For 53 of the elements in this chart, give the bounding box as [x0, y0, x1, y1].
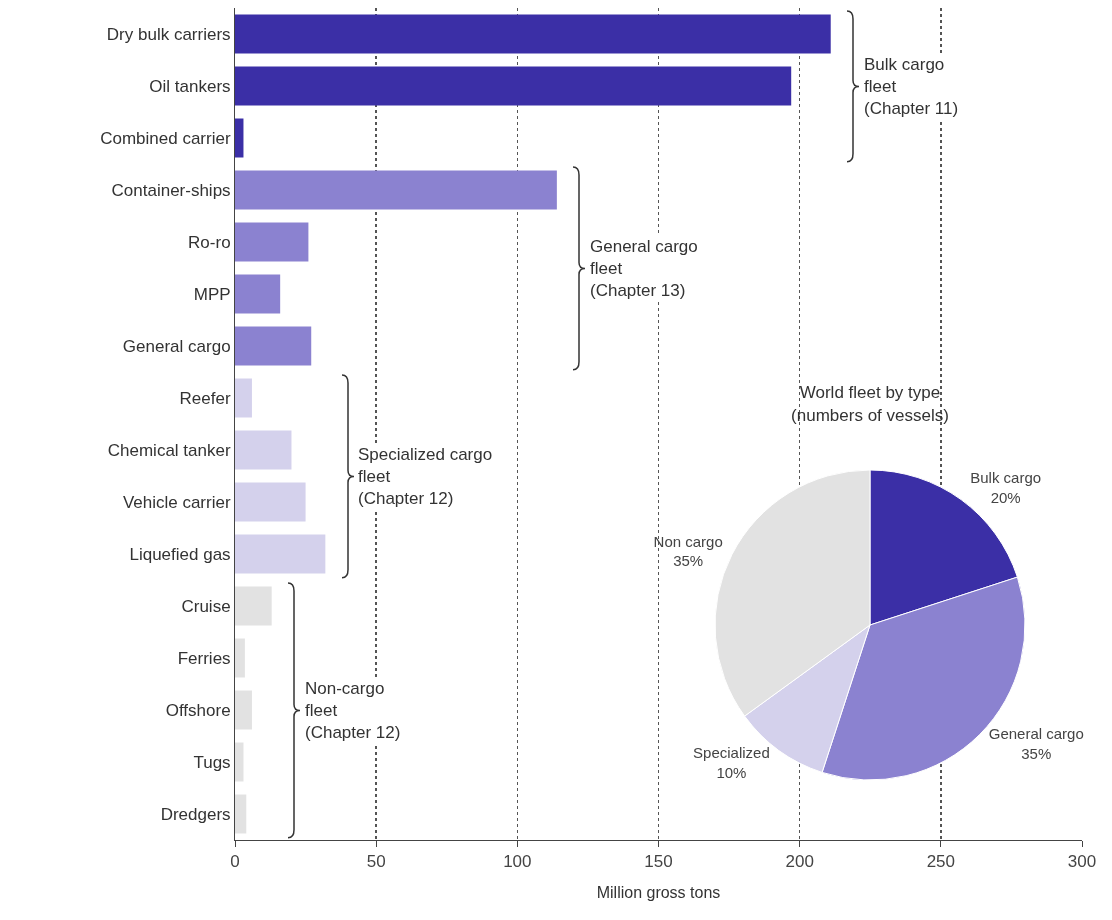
bar [235, 118, 244, 158]
y-tick-label: Ro-ro [188, 232, 231, 252]
x-tick-label: 0 [230, 852, 240, 872]
y-tick-label: Liquefied gas [129, 544, 231, 564]
slice-label: General cargo [988, 725, 1084, 743]
annotation: Bulk cargo fleet (Chapter 11) [864, 55, 959, 119]
y-tick-label: Dredgers [160, 804, 231, 824]
slice-label: Non cargo [653, 532, 723, 550]
y-tick-label: General cargo [122, 336, 231, 356]
bar [235, 274, 281, 314]
x-axis-title: Million gross tons [596, 884, 721, 901]
x-tick-label: 100 [503, 852, 532, 872]
chart-title: World fleet by type (numbers of vessels) [791, 383, 949, 425]
y-tick-label: Offshore [165, 700, 231, 720]
bar [235, 66, 792, 106]
data-label: 35% [673, 552, 704, 570]
bar [235, 482, 306, 522]
y-tick-label: Tugs [193, 752, 231, 772]
x-tick-label: 50 [366, 852, 386, 872]
bar [235, 586, 272, 626]
bar [235, 170, 557, 210]
data-label: 35% [1021, 744, 1052, 762]
y-tick-label: Reefer [179, 388, 231, 408]
bar [235, 326, 312, 366]
bar [235, 638, 245, 678]
x-tick-label: 300 [1067, 852, 1097, 872]
annotation: Non-cargo fleet (Chapter 12) [305, 679, 401, 743]
x-tick-label: 250 [926, 852, 956, 872]
annotation: Specialized cargo fleet (Chapter 12) [358, 445, 493, 509]
slice-label: Bulk cargo [970, 469, 1042, 487]
annotation: General cargo fleet (Chapter 13) [590, 237, 698, 301]
bar [235, 690, 252, 730]
x-tick-label: 150 [644, 852, 673, 872]
bar [235, 430, 292, 470]
x-tick-label: 200 [785, 852, 814, 872]
y-tick-label: Vehicle carrier [122, 492, 231, 512]
y-tick-label: Ferries [177, 648, 231, 668]
bar [235, 794, 247, 834]
bar [235, 534, 326, 574]
data-label: 20% [990, 488, 1021, 506]
y-tick-label: Dry bulk carriers [106, 24, 231, 44]
bar [235, 378, 252, 418]
data-label: 10% [716, 763, 747, 781]
y-tick-label: Oil tankers [149, 76, 231, 96]
bar [235, 742, 244, 782]
y-tick-label: Container-ships [111, 180, 231, 200]
bar [235, 14, 831, 54]
bar [235, 222, 309, 262]
y-tick-label: MPP [193, 284, 231, 304]
slice-label: Specialized [693, 744, 770, 762]
y-tick-label: Chemical tanker [107, 440, 231, 460]
y-tick-label: Combined carrier [100, 128, 231, 148]
y-tick-label: Cruise [181, 596, 231, 616]
